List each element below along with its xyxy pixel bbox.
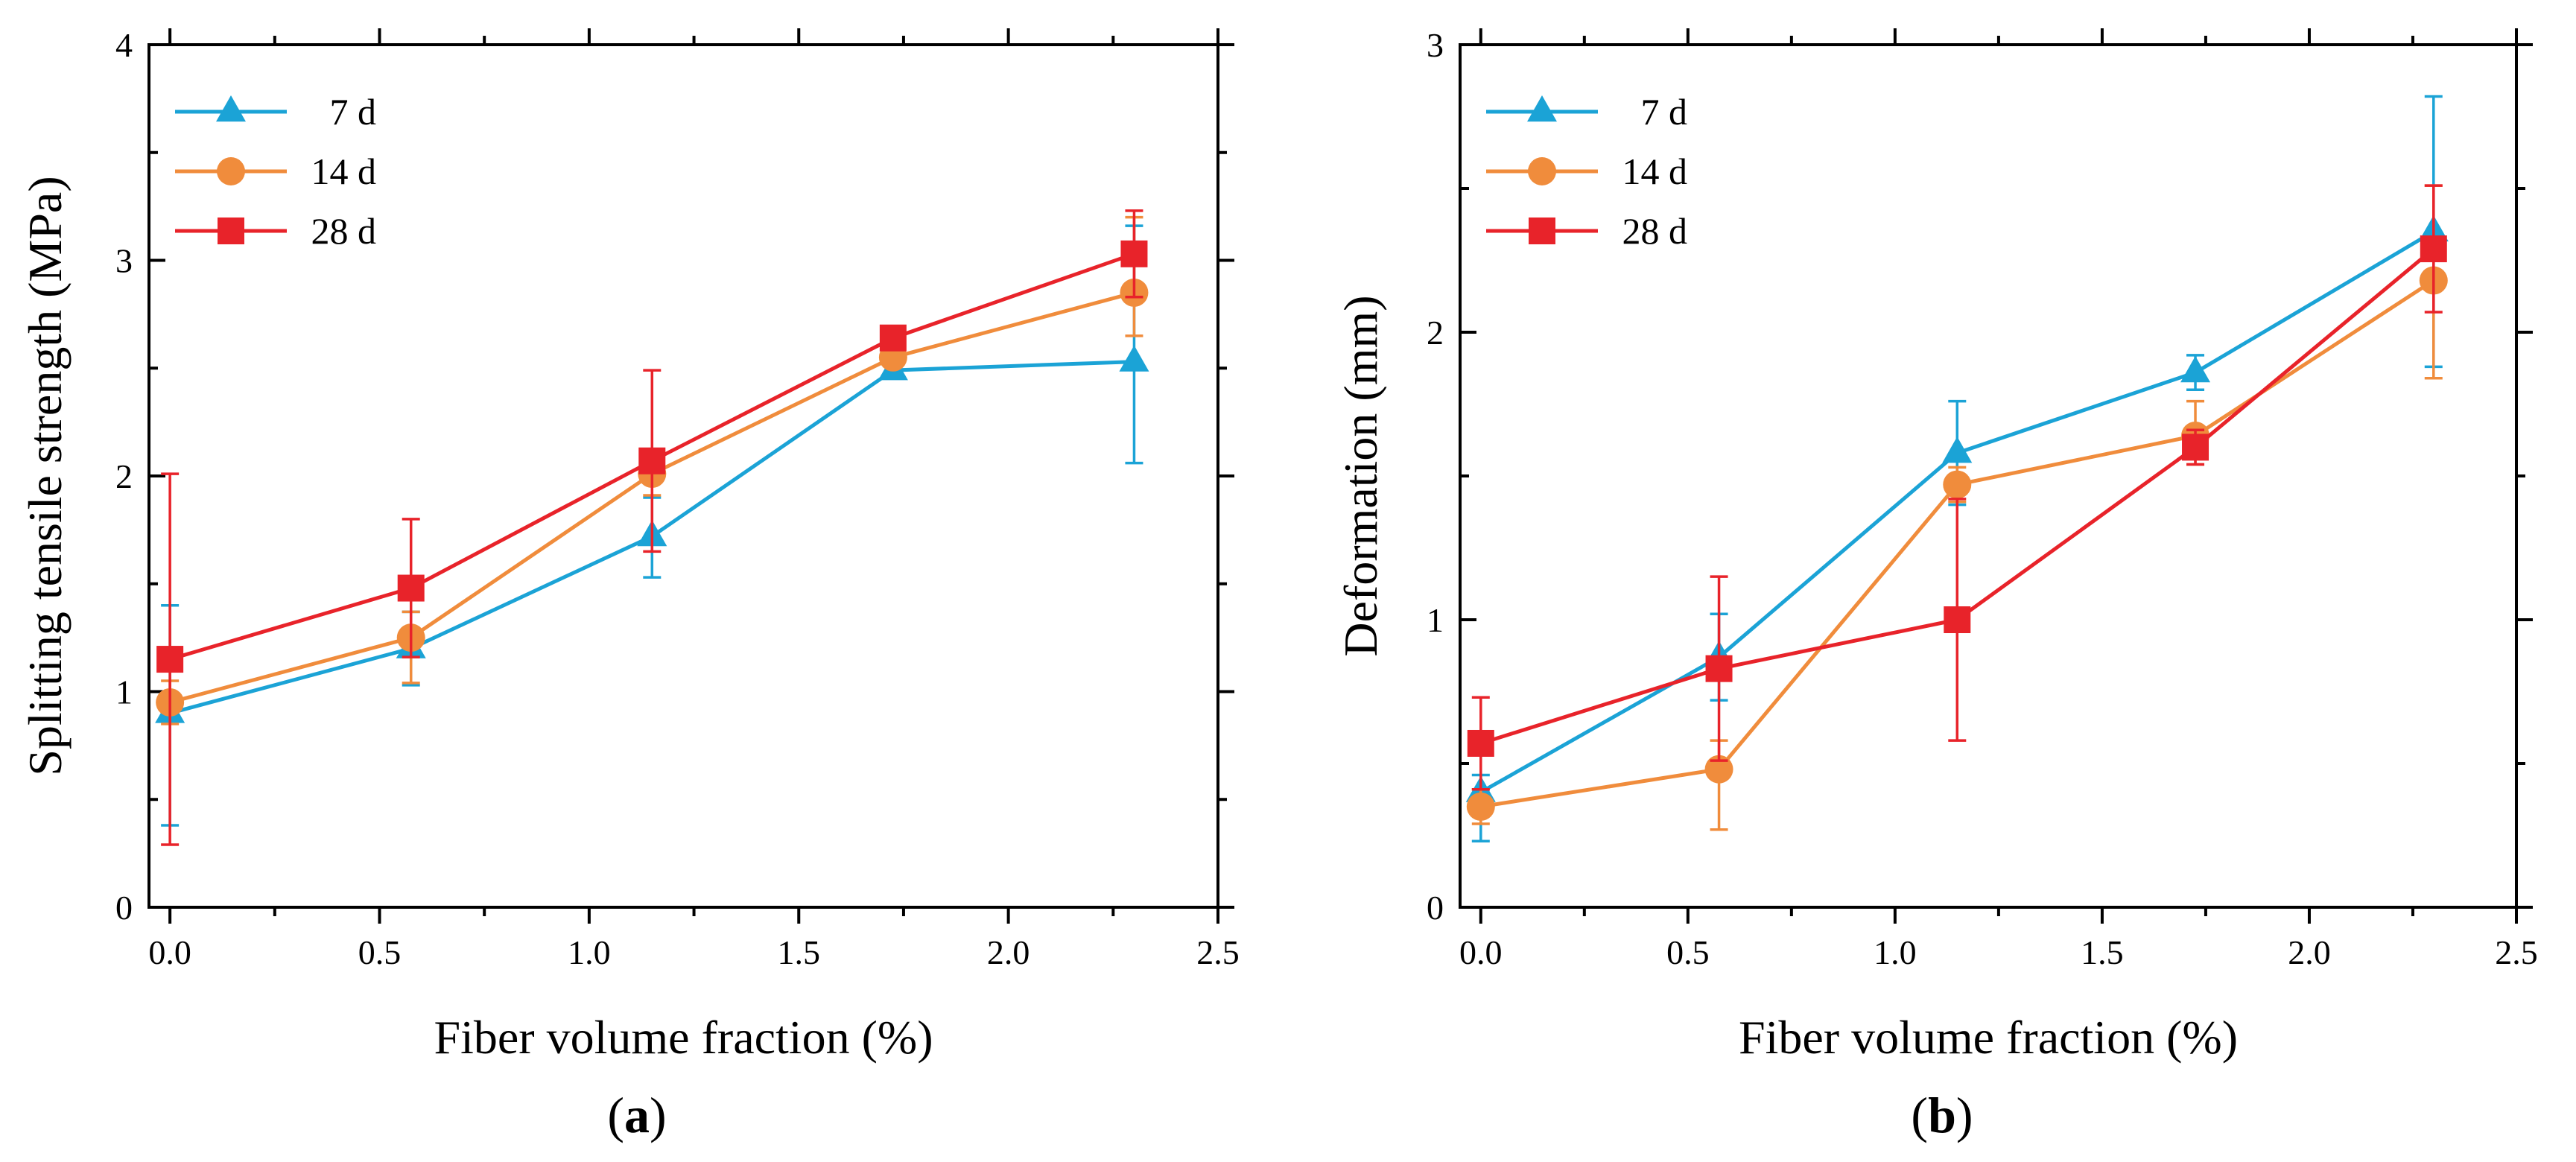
legend-label: 14 d bbox=[1622, 150, 1688, 192]
legend-entry: 7 d bbox=[1486, 91, 1687, 133]
plot-frame bbox=[147, 43, 1219, 909]
data-point-square bbox=[1705, 655, 1733, 682]
data-point-triangle bbox=[1942, 436, 1973, 463]
legend-entry: 28 d bbox=[175, 210, 376, 252]
data-point-square bbox=[397, 574, 425, 602]
x-tick-label: 1.0 bbox=[568, 933, 611, 971]
legend-entry: 14 d bbox=[175, 150, 376, 192]
data-point-square bbox=[1467, 729, 1494, 757]
x-tick-label: 1.5 bbox=[2081, 933, 2124, 971]
legend-label: 14 d bbox=[311, 150, 377, 192]
series-7d bbox=[1465, 95, 2449, 842]
legend-label: 28 d bbox=[311, 210, 377, 252]
y-axis-title: Deformation (mm) bbox=[1334, 295, 1387, 656]
data-point-square bbox=[879, 324, 907, 352]
data-point-square bbox=[638, 447, 666, 474]
legend-label: 28 d bbox=[1622, 210, 1688, 252]
y-tick-label: 3 bbox=[115, 242, 133, 280]
data-point-circle bbox=[1704, 755, 1733, 784]
x-tick-label: 0.5 bbox=[358, 933, 402, 971]
data-point-square bbox=[2420, 235, 2447, 263]
data-point-triangle bbox=[1119, 345, 1149, 372]
y-tick-label: 4 bbox=[115, 26, 133, 64]
y-tick-label: 3 bbox=[1427, 26, 1444, 64]
legend-marker-triangle bbox=[216, 95, 246, 122]
data-point-square bbox=[156, 646, 184, 673]
data-point-square bbox=[1944, 606, 1971, 633]
x-axis-title: Fiber volume fraction (%) bbox=[434, 1011, 933, 1064]
data-point-square bbox=[2182, 434, 2209, 461]
legend-label: 7 d bbox=[330, 91, 377, 133]
y-tick-label: 2 bbox=[115, 457, 133, 495]
legend-entry: 28 d bbox=[1486, 210, 1687, 252]
x-tick-label: 1.5 bbox=[778, 933, 821, 971]
x-tick-label: 2.0 bbox=[987, 933, 1030, 971]
data-point-square bbox=[1120, 240, 1148, 267]
y-tick-label: 2 bbox=[1427, 314, 1444, 352]
x-tick-label: 0.0 bbox=[1459, 933, 1503, 971]
data-point-circle bbox=[1943, 470, 1972, 499]
panel-label: (b) bbox=[1911, 1087, 1973, 1143]
y-tick-label: 0 bbox=[115, 889, 133, 927]
series-28d bbox=[156, 209, 1148, 846]
x-tick-label: 0.0 bbox=[148, 933, 191, 971]
panel-label: (a) bbox=[607, 1087, 666, 1143]
x-tick-label: 1.0 bbox=[1874, 933, 1917, 971]
legend-marker-circle bbox=[217, 157, 245, 185]
legend-marker-square bbox=[1529, 218, 1555, 244]
legend-marker-square bbox=[218, 218, 244, 244]
x-axis-title: Fiber volume fraction (%) bbox=[1739, 1011, 2238, 1064]
chart-panel-b: 0.0 0.5 1.0 1.5 2.0 2.5 0 1 2 3 Fiber volume fract… bbox=[1334, 26, 2538, 1143]
y-tick-label: 0 bbox=[1427, 889, 1444, 927]
chart-panel-a: 0.0 0.5 1.0 1.5 2.0 2.5 0 1 2 3 4 Fiber volume frac… bbox=[19, 26, 1240, 1143]
x-tick-label: 2.5 bbox=[2495, 933, 2538, 971]
x-tick-label: 2.0 bbox=[2288, 933, 2331, 971]
plot-frame bbox=[1459, 43, 2518, 909]
data-point-circle bbox=[1466, 792, 1495, 821]
legend-marker-circle bbox=[1528, 157, 1556, 185]
series-28d bbox=[1467, 184, 2447, 791]
data-point-triangle bbox=[2180, 356, 2211, 383]
y-tick-label: 1 bbox=[1427, 601, 1444, 639]
y-axis-title: Splitting tensile strength (MPa) bbox=[19, 176, 72, 775]
x-tick-label: 0.5 bbox=[1666, 933, 1710, 971]
legend-entry: 7 d bbox=[175, 91, 376, 133]
y-tick-label: 1 bbox=[115, 673, 133, 711]
legend-marker-triangle bbox=[1527, 95, 1557, 122]
x-tick-label: 2.5 bbox=[1196, 933, 1240, 971]
legend-entry: 14 d bbox=[1486, 150, 1687, 192]
legend-label: 7 d bbox=[1641, 91, 1688, 133]
